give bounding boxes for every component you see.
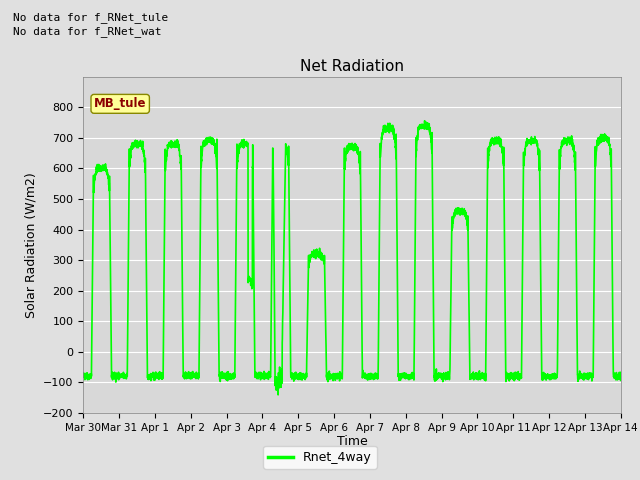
X-axis label: Time: Time bbox=[337, 435, 367, 448]
Text: No data for f_RNet_tule: No data for f_RNet_tule bbox=[13, 12, 168, 23]
Y-axis label: Solar Radiation (W/m2): Solar Radiation (W/m2) bbox=[24, 172, 37, 318]
Text: MB_tule: MB_tule bbox=[94, 97, 147, 110]
Legend: Rnet_4way: Rnet_4way bbox=[263, 446, 377, 469]
Title: Net Radiation: Net Radiation bbox=[300, 59, 404, 74]
Text: No data for f_RNet_wat: No data for f_RNet_wat bbox=[13, 26, 161, 37]
